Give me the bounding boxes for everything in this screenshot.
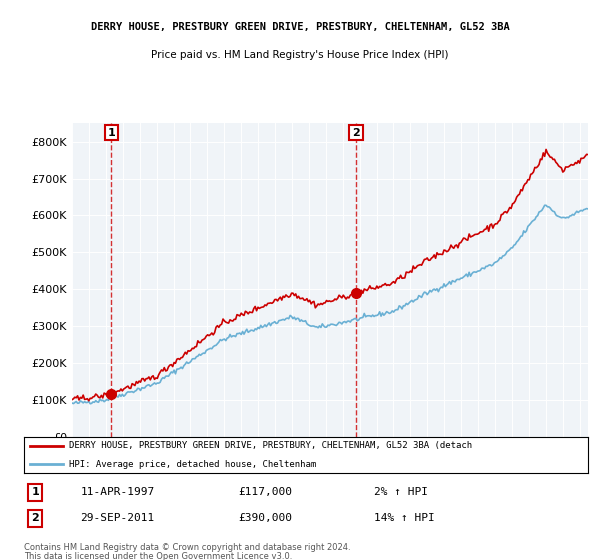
Text: 2: 2 [352, 128, 360, 138]
Text: 1: 1 [107, 128, 115, 138]
Text: Contains HM Land Registry data © Crown copyright and database right 2024.: Contains HM Land Registry data © Crown c… [24, 543, 350, 552]
Text: 14% ↑ HPI: 14% ↑ HPI [374, 514, 434, 524]
Text: £117,000: £117,000 [238, 487, 292, 497]
Text: HPI: Average price, detached house, Cheltenham: HPI: Average price, detached house, Chel… [69, 460, 316, 469]
Text: 2% ↑ HPI: 2% ↑ HPI [374, 487, 428, 497]
Text: Price paid vs. HM Land Registry's House Price Index (HPI): Price paid vs. HM Land Registry's House … [151, 50, 449, 60]
Text: 29-SEP-2011: 29-SEP-2011 [80, 514, 155, 524]
Text: DERRY HOUSE, PRESTBURY GREEN DRIVE, PRESTBURY, CHELTENHAM, GL52 3BA (detach: DERRY HOUSE, PRESTBURY GREEN DRIVE, PRES… [69, 441, 472, 450]
Text: DERRY HOUSE, PRESTBURY GREEN DRIVE, PRESTBURY, CHELTENHAM, GL52 3BA: DERRY HOUSE, PRESTBURY GREEN DRIVE, PRES… [91, 22, 509, 32]
Text: 11-APR-1997: 11-APR-1997 [80, 487, 155, 497]
Text: £390,000: £390,000 [238, 514, 292, 524]
Text: This data is licensed under the Open Government Licence v3.0.: This data is licensed under the Open Gov… [24, 552, 292, 560]
Text: 1: 1 [31, 487, 39, 497]
Text: 2: 2 [31, 514, 39, 524]
